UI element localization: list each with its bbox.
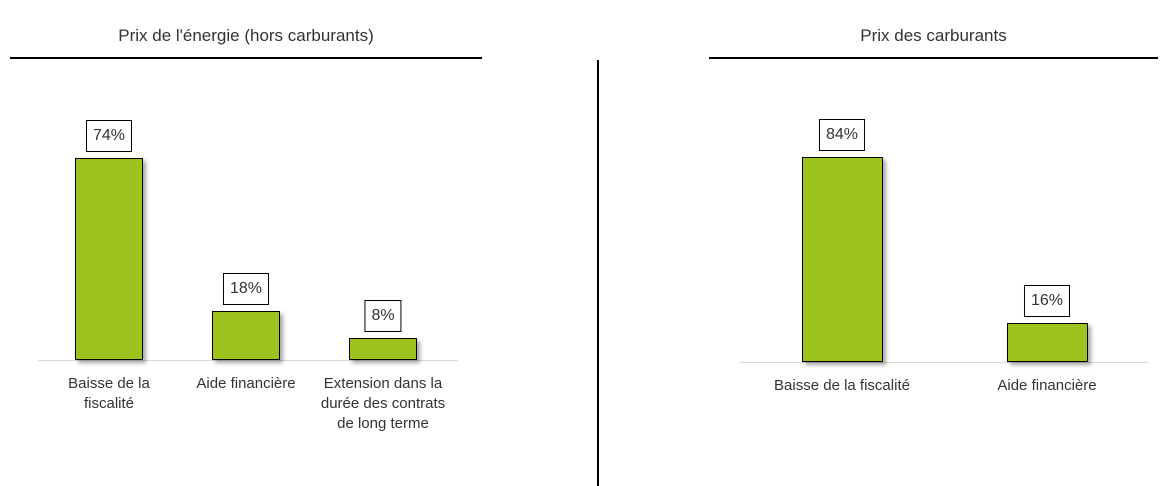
category-label: Aide financière (196, 375, 296, 392)
bar (349, 338, 417, 360)
data-label: 74% (85, 119, 133, 152)
chart-title: Prix de l'énergie (hors carburants) (118, 26, 374, 45)
title-rule (709, 57, 1158, 59)
data-label: 84% (818, 119, 866, 152)
baseline (38, 360, 458, 361)
chart-title: Prix des carburants (860, 26, 1007, 45)
data-label: 16% (1023, 284, 1071, 317)
baseline (740, 362, 1148, 363)
separator (597, 60, 599, 486)
category-label: Baisse de la fiscalité (68, 375, 150, 412)
title-rule (10, 57, 482, 59)
category-label: Baisse de la fiscalité (774, 377, 910, 394)
data-label: 18% (222, 272, 270, 305)
category-label: Aide financière (997, 377, 1097, 394)
bar (75, 157, 143, 360)
category-label: Extension dans la durée des contrats de … (320, 375, 446, 432)
bar (212, 310, 280, 360)
bar (801, 157, 883, 362)
bar (1006, 322, 1088, 362)
data-label: 8% (364, 300, 402, 333)
